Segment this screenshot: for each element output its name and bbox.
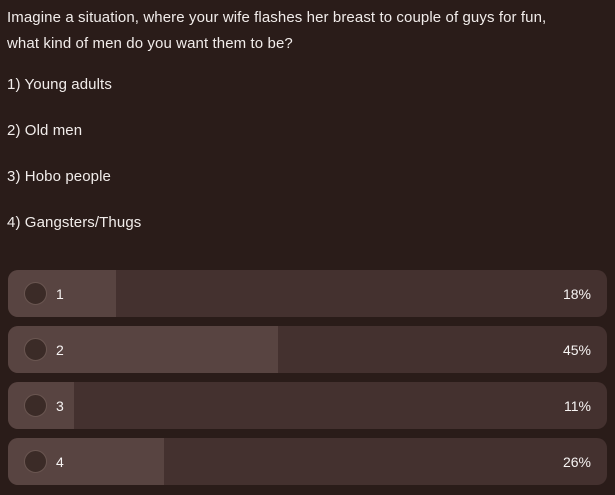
poll-question-line: Imagine a situation, where your wife fla… — [7, 9, 547, 26]
result-percent: 18% — [562, 285, 591, 302]
radio-icon[interactable] — [24, 450, 47, 473]
result-percent: 45% — [562, 341, 591, 358]
poll-result-row-1[interactable]: 1 18% — [8, 270, 607, 317]
poll-row-content: 3 11% — [8, 382, 607, 429]
result-percent: 11% — [564, 397, 591, 414]
poll-option-text-2: 2) Old men — [7, 122, 83, 139]
option-number: 1 — [56, 285, 64, 302]
option-number: 4 — [56, 453, 64, 470]
poll-result-row-2[interactable]: 2 45% — [8, 326, 607, 373]
poll-result-row-4[interactable]: 4 26% — [8, 438, 607, 485]
result-bar-fill — [8, 326, 278, 373]
poll-option-text-4: 4) Gangsters/Thugs — [7, 214, 142, 231]
poll-page: Imagine a situation, where your wife fla… — [0, 5, 615, 495]
poll-row-content: 1 18% — [8, 270, 607, 317]
poll-question-line: what kind of men do you want them to be? — [7, 35, 293, 52]
radio-icon[interactable] — [24, 338, 47, 361]
radio-icon[interactable] — [24, 282, 47, 305]
option-number: 2 — [56, 341, 64, 358]
radio-icon[interactable] — [24, 394, 47, 417]
poll-results: 1 18% 2 45% 3 11% 4 2 — [8, 270, 607, 485]
option-number: 3 — [56, 397, 64, 414]
poll-option-text-3: 3) Hobo people — [7, 168, 111, 185]
poll-row-content: 4 26% — [8, 438, 607, 485]
poll-row-content: 2 45% — [8, 326, 607, 373]
poll-result-row-3[interactable]: 3 11% — [8, 382, 607, 429]
result-percent: 26% — [562, 453, 591, 470]
poll-question: Imagine a situation, where your wife fla… — [7, 5, 607, 57]
poll-option-text-1: 1) Young adults — [7, 76, 112, 93]
